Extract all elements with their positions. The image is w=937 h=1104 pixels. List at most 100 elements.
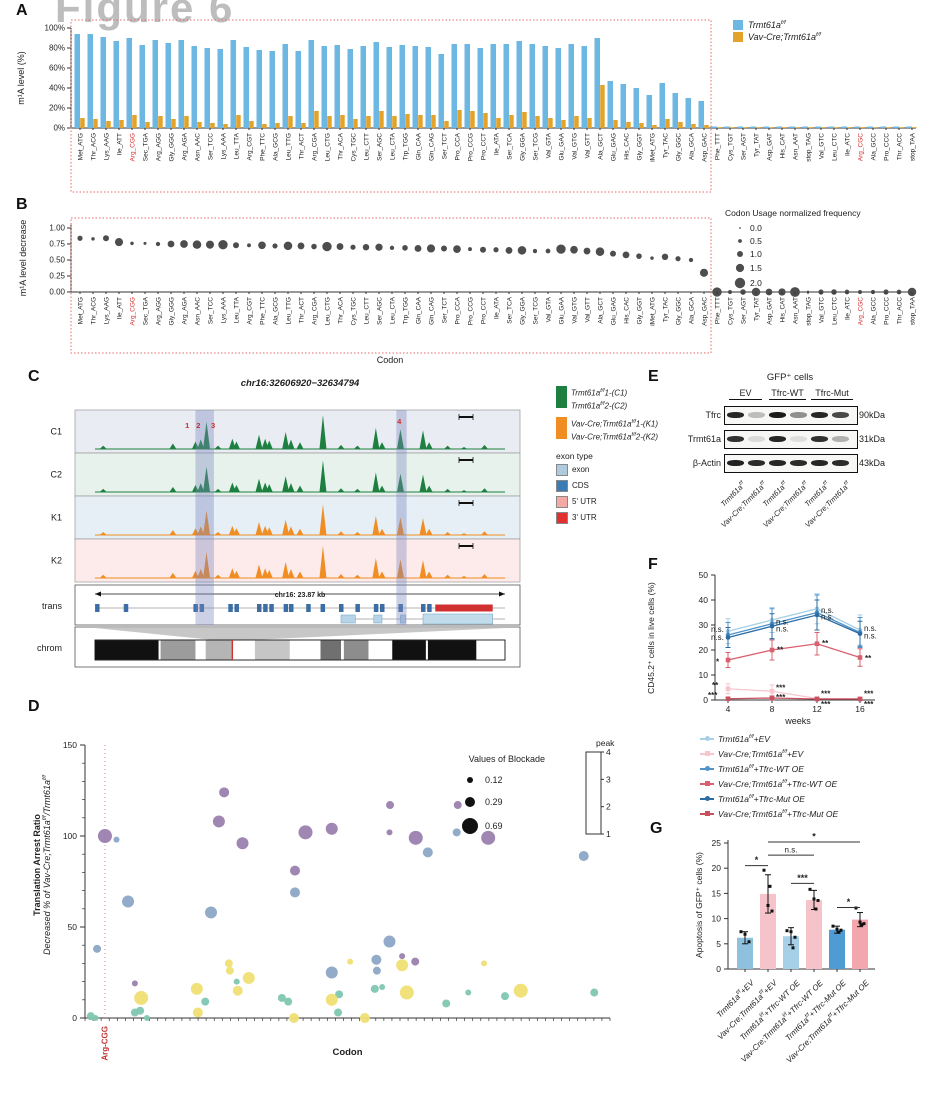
d-x-axis-title: Codon — [332, 1047, 362, 1058]
c-trans-label: trans — [42, 601, 63, 611]
c-peak — [99, 531, 107, 535]
panel-a-chart: 0% 20% 40% 60% 80% 100% m¹A level (%) Met_ATG Th… — [16, 19, 917, 193]
a-bar-control — [191, 46, 197, 128]
b-codon-label: Met_ATG — [78, 297, 85, 324]
c-peak — [282, 432, 290, 449]
a-bar-knockout — [561, 120, 566, 128]
b-dot — [675, 256, 681, 262]
a-legend-row: Vav-Cre;Trmt61af/f — [733, 32, 821, 42]
b-codon-label: His_CAC — [624, 297, 631, 324]
e-row-label: Tfrc — [705, 410, 722, 420]
f-annotation: ** — [777, 645, 784, 654]
a-codon-label: Gly_GGA — [520, 132, 527, 160]
f-annotation: n.s. — [864, 632, 877, 641]
a-bar-control — [789, 126, 795, 128]
c-transcript2-utr — [422, 613, 493, 625]
b-codon-label: Glu_GAG — [611, 297, 618, 325]
a-bar-knockout — [288, 116, 293, 128]
d-legend-dot — [467, 777, 473, 783]
a-bar-knockout — [431, 115, 436, 128]
f-legend-marker — [700, 749, 714, 758]
f-legend-marker — [700, 779, 714, 788]
c-peak — [197, 439, 205, 449]
a-codon-label: Thr_ACC — [897, 133, 904, 160]
c-scale-label: chr16: 23.87 kb — [275, 592, 326, 599]
c-peak — [337, 531, 345, 535]
c-peak — [319, 504, 327, 535]
div-element: Vav-Cre;Trmt61af/f2-(K2) — [571, 431, 659, 442]
c-exon — [269, 604, 274, 612]
a-codon-label: Arg_CGG — [130, 133, 137, 162]
a-bar-knockout — [782, 127, 787, 128]
g-sig-label: n.s. — [785, 846, 798, 855]
i-element: Vav-Cre;Trmt61a — [571, 432, 632, 442]
b-dot — [389, 245, 395, 250]
a-codon-label: iMet_ATG — [650, 133, 657, 162]
d-bubble-yellow — [225, 966, 234, 975]
c-peak — [203, 510, 211, 535]
b-dot — [505, 246, 513, 254]
g-bar — [783, 936, 799, 969]
a-bar-control — [854, 126, 860, 128]
a-bar-control — [646, 95, 652, 128]
c-peak — [296, 528, 304, 535]
a-codon-label: Val_GTT — [585, 133, 592, 159]
a-bar-control — [607, 81, 613, 128]
c-exon-legend-row: 3' UTR — [556, 511, 646, 524]
a-codon-label: Phe_TTT — [715, 133, 722, 160]
c-scale-bar — [459, 416, 473, 418]
d-bubble-purple — [481, 830, 496, 845]
g-data-point — [768, 884, 772, 888]
b-y-tick-label: 0.75 — [49, 240, 65, 249]
e-band — [832, 412, 849, 418]
b-codon-label: Gly_GGC — [676, 297, 683, 325]
c-peak — [169, 530, 177, 535]
g-data-point — [812, 897, 816, 901]
a-codon-label: Ile_ATT — [117, 133, 124, 155]
a-bar-control — [165, 43, 171, 128]
c-peak — [232, 528, 240, 535]
b-dot — [167, 240, 175, 248]
d-bubble-yellow — [481, 960, 487, 967]
a-codon-label: Glu_GAG — [611, 133, 618, 161]
div-element: Vav-Cre;Trmt61af/f1-(K1) — [571, 419, 659, 429]
a-bar-knockout — [184, 116, 189, 128]
a-bar-control — [568, 44, 574, 128]
c-funnel — [95, 628, 505, 640]
b-codon-label: Ala_GCC — [871, 297, 878, 325]
d-bubble-purple — [411, 957, 420, 966]
c-exon — [320, 604, 326, 612]
c-peak — [337, 444, 345, 449]
c-peak — [353, 488, 361, 492]
b-codon-label: Ser_TCG — [533, 297, 540, 324]
a-bar-knockout — [834, 127, 839, 128]
b-dot — [350, 244, 356, 250]
f-legend-marker — [700, 809, 714, 818]
a-y-tick-label: 100% — [45, 24, 65, 33]
g-data-point — [808, 887, 812, 891]
c-peak-marker-1: 1 — [185, 421, 189, 430]
b-codon-label: Arg_CGG — [130, 297, 137, 326]
a-y-axis-title: m¹A level (%) — [16, 51, 26, 105]
b-dot — [375, 243, 383, 251]
f-marker — [769, 688, 775, 694]
d-bubble-teal — [277, 993, 286, 1002]
f-marker — [857, 696, 863, 702]
a-codon-label: Thr_ACA — [338, 132, 345, 159]
a-bar-knockout — [405, 114, 410, 128]
c-peak — [232, 441, 240, 449]
a-bar-control — [308, 40, 314, 128]
i-element: Trmt61a — [718, 793, 750, 804]
i-element: Vav-Cre;Trmt61a — [42, 820, 52, 889]
e-group-header-EV: EV — [729, 388, 762, 400]
panel-c-label: C — [28, 368, 40, 385]
b-dot — [130, 241, 134, 246]
a-codon-label: Arg_AGG — [156, 133, 163, 161]
a-bar-control — [412, 46, 418, 128]
div-element — [705, 736, 710, 741]
a-codon-label: Thr_ACT — [299, 133, 306, 159]
a-bar-knockout — [119, 120, 124, 128]
panel-c-genome-tracks: chr16:32606920−32634794 C1 C2 K1 K2 trans chr1… — [37, 378, 521, 668]
a-bar-knockout — [639, 123, 644, 128]
e-band — [769, 436, 786, 442]
